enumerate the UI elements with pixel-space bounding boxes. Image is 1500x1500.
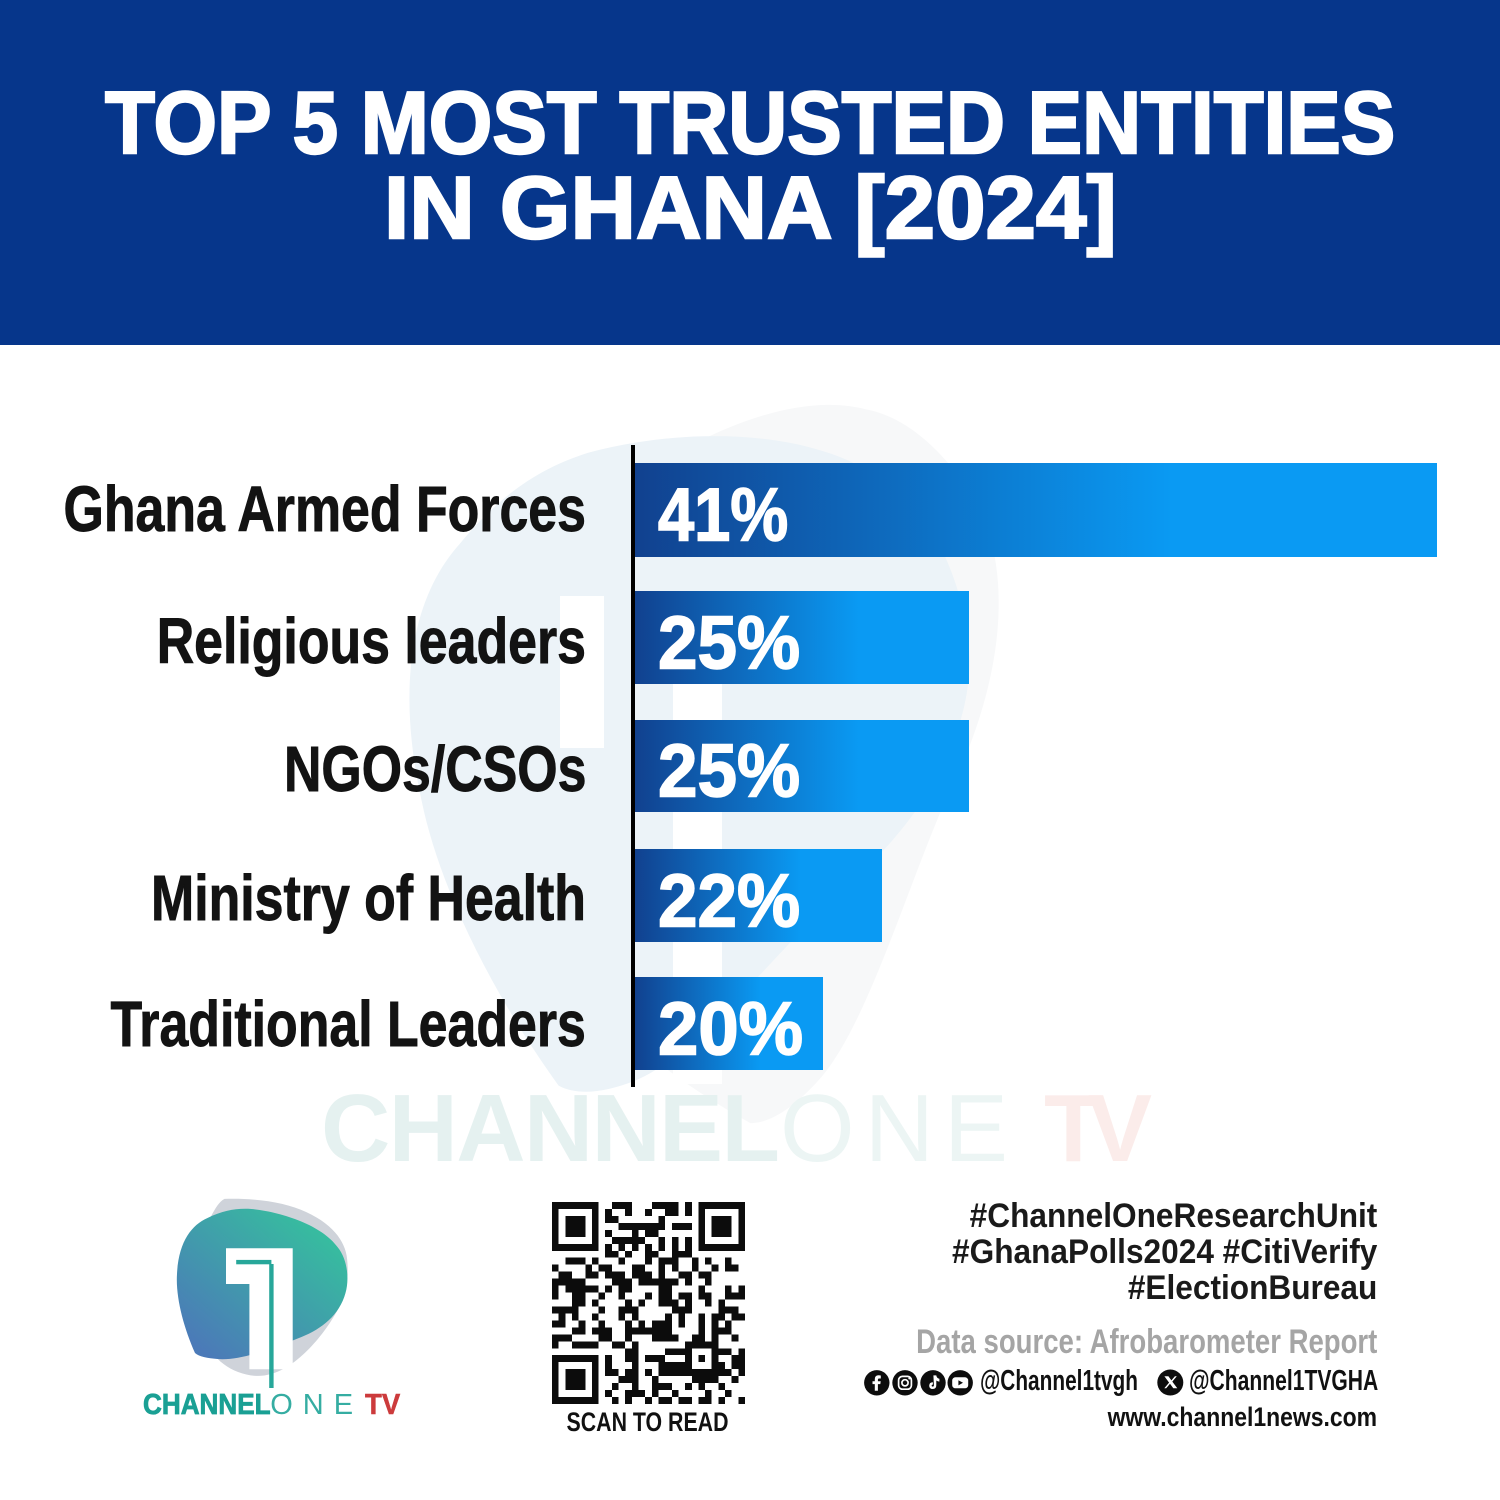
svg-text:TV: TV <box>1044 1075 1152 1182</box>
svg-text:ONE: ONE <box>780 1075 1008 1182</box>
svg-text:CHANNEL: CHANNEL <box>321 1075 780 1182</box>
